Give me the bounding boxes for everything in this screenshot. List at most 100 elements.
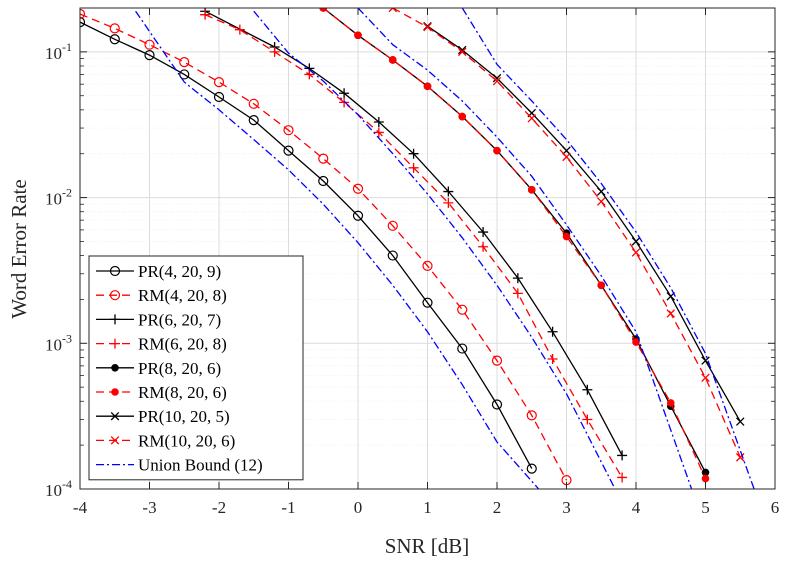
series-layer (80, 8, 755, 489)
data-point (373, 127, 384, 138)
data-point (373, 117, 384, 128)
legend: PR(4, 20, 9) RM(4, 20, 8) PR(6, 20, 7) RM(6… (88, 255, 304, 481)
x-axis-label: SNR [dB] (385, 534, 470, 558)
data-point (701, 373, 710, 383)
series-5 (319, 8, 710, 483)
legend-label: RM(6, 20, 8) (138, 335, 227, 354)
y-tick-label: 10-4 (45, 477, 72, 500)
x-tick-label: 5 (701, 498, 710, 517)
data-point (304, 69, 315, 80)
data-point (491, 399, 503, 410)
data-point (526, 463, 537, 474)
data-point (213, 77, 225, 88)
x-tick-label: 0 (354, 498, 363, 517)
series-line-8-2 (357, 8, 693, 489)
data-point (269, 46, 280, 57)
series-7 (388, 8, 745, 462)
x-tick-label: 3 (562, 498, 571, 517)
data-point (631, 248, 641, 257)
data-point (512, 288, 523, 299)
data-point (478, 241, 489, 252)
data-point (144, 50, 155, 61)
data-point (387, 250, 398, 261)
data-point (547, 354, 558, 365)
series-2 (200, 8, 628, 461)
data-point (352, 183, 364, 194)
data-point (354, 31, 362, 40)
data-point (582, 414, 593, 425)
legend-label: RM(8, 20, 6) (138, 383, 227, 402)
series-line-8-1 (253, 10, 616, 489)
data-point (388, 56, 397, 64)
x-tick-label: -4 (73, 498, 88, 517)
data-point (666, 399, 675, 407)
data-point (596, 187, 606, 196)
data-point (478, 227, 489, 238)
data-point (457, 45, 467, 55)
legend-label: Union Bound (12) (138, 456, 263, 475)
legend-label: PR(8, 20, 6) (138, 359, 221, 378)
series-8 (135, 8, 755, 489)
legend-marker (111, 364, 119, 372)
data-point (457, 304, 468, 315)
data-point (234, 24, 245, 35)
data-point (457, 343, 468, 354)
data-point (319, 8, 328, 12)
x-tick-label: 2 (493, 498, 502, 517)
legend-label: RM(10, 20, 6) (138, 431, 235, 450)
data-point (213, 91, 225, 103)
series-line-0-0 (80, 21, 533, 469)
data-point (512, 273, 523, 284)
data-point (492, 76, 502, 86)
data-point (458, 112, 467, 121)
series-0 (80, 17, 537, 474)
x-tick-label: -1 (281, 498, 295, 517)
data-point (283, 125, 294, 136)
y-tick-label: 10-3 (45, 331, 72, 354)
data-point (735, 453, 745, 462)
data-point (443, 186, 454, 197)
data-point (631, 237, 641, 246)
data-point (666, 309, 676, 318)
series-line-2-0 (204, 10, 623, 456)
data-point (200, 9, 211, 20)
y-tick-label: 10-2 (45, 186, 72, 209)
data-point (701, 356, 710, 365)
data-point (179, 69, 190, 80)
series-3 (200, 9, 628, 483)
data-point (562, 146, 571, 155)
data-point (562, 152, 571, 162)
series-line-8-0 (135, 10, 540, 489)
legend-marker (109, 290, 121, 301)
data-point (408, 148, 419, 159)
data-point (527, 186, 536, 194)
data-point (248, 115, 259, 126)
data-point (423, 22, 432, 32)
legend-label: PR(6, 20, 7) (138, 310, 221, 329)
data-point (352, 210, 364, 221)
legend-label: PR(4, 20, 9) (138, 262, 221, 281)
data-point (526, 410, 537, 421)
legend-marker (110, 436, 120, 445)
legend-marker (110, 338, 120, 349)
data-point (283, 145, 294, 156)
data-point (339, 88, 350, 99)
x-tick-label: 4 (632, 498, 641, 517)
data-point (318, 153, 329, 164)
series-line-6-0 (427, 25, 741, 422)
data-point (491, 355, 503, 366)
legend-marker (111, 388, 119, 396)
data-point (492, 73, 502, 83)
x-tick-label: 6 (771, 498, 780, 517)
data-point (443, 197, 454, 208)
data-point (632, 338, 640, 346)
data-point (109, 34, 120, 45)
data-point (388, 8, 398, 13)
data-point (562, 232, 571, 241)
data-point (457, 47, 467, 57)
data-point (493, 146, 501, 155)
x-tick-label: -2 (212, 498, 226, 517)
data-point (597, 281, 606, 290)
y-axis-label: Word Error Rate (7, 179, 31, 318)
data-point (422, 260, 433, 271)
